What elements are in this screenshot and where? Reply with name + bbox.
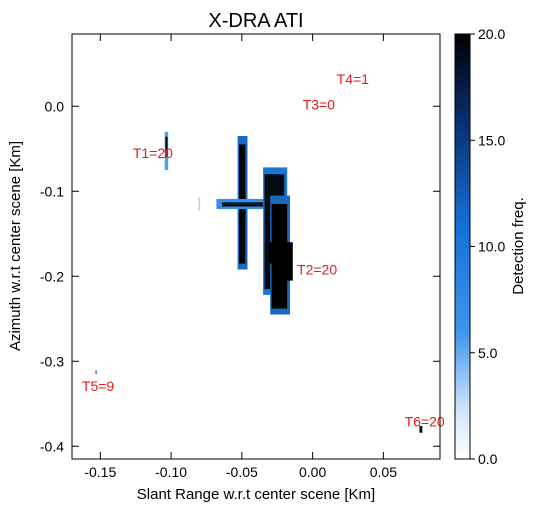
target-annotation: T3=0 bbox=[303, 97, 336, 113]
target-annotation: T2=20 bbox=[297, 261, 337, 277]
x-tick-label: 0.05 bbox=[370, 464, 397, 480]
detection-cell bbox=[222, 202, 265, 207]
x-axis: -0.15 -0.10 -0.05 0.00 0.05 bbox=[84, 34, 397, 480]
x-tick-label: -0.10 bbox=[155, 464, 187, 480]
y-tick-label: 0.0 bbox=[45, 98, 65, 114]
x-tick-label: 0.00 bbox=[299, 464, 326, 480]
colorbar-tick-label: 5.0 bbox=[478, 345, 498, 361]
x-axis-label: Slant Range w.r.t center scene [Km] bbox=[137, 486, 375, 503]
y-axis-label: Azimuth w.r.t center scene [Km] bbox=[7, 141, 24, 351]
detection-cell bbox=[165, 136, 168, 158]
colorbar-tick-label: 15.0 bbox=[478, 132, 505, 148]
colorbar-label: Detection freq. bbox=[510, 197, 527, 295]
colorbar-gradient bbox=[454, 33, 471, 460]
annotation-layer: T1=20 T2=20 T3=0T4=1 T5=9 T6=20 bbox=[82, 71, 445, 430]
target-annotation: T6=20 bbox=[405, 414, 445, 430]
x-tick-label: -0.15 bbox=[84, 464, 116, 480]
y-tick-label: -0.1 bbox=[40, 183, 64, 199]
plot-frame bbox=[72, 34, 440, 459]
detection-cell bbox=[95, 370, 97, 374]
detection-cell bbox=[419, 425, 423, 433]
target-annotation: T5=9 bbox=[82, 378, 115, 394]
target-annotation: T1=20 bbox=[133, 145, 173, 161]
colorbar-ticks: 0.0 5.0 10.0 15.0 20.0 bbox=[470, 26, 505, 467]
x-tick-label: -0.05 bbox=[226, 464, 258, 480]
y-tick-label: -0.3 bbox=[40, 353, 64, 369]
y-axis: 0.0 -0.1 -0.2 -0.3 -0.4 bbox=[40, 98, 440, 454]
target-annotation: T4=1 bbox=[337, 71, 370, 87]
colorbar-tick-label: 0.0 bbox=[478, 451, 498, 467]
detection-cell bbox=[198, 197, 201, 211]
plot-border bbox=[71, 33, 441, 460]
y-tick-label: -0.4 bbox=[40, 438, 64, 454]
detection-cell bbox=[277, 242, 293, 281]
detection-layer bbox=[95, 131, 423, 433]
colorbar-tick-label: 20.0 bbox=[478, 26, 505, 42]
y-tick-label: -0.2 bbox=[40, 268, 64, 284]
colorbar: 0.0 5.0 10.0 15.0 20.0 Detection freq. bbox=[454, 26, 527, 467]
colorbar-tick-label: 10.0 bbox=[478, 239, 505, 255]
chart-title: X-DRA ATI bbox=[208, 10, 303, 32]
